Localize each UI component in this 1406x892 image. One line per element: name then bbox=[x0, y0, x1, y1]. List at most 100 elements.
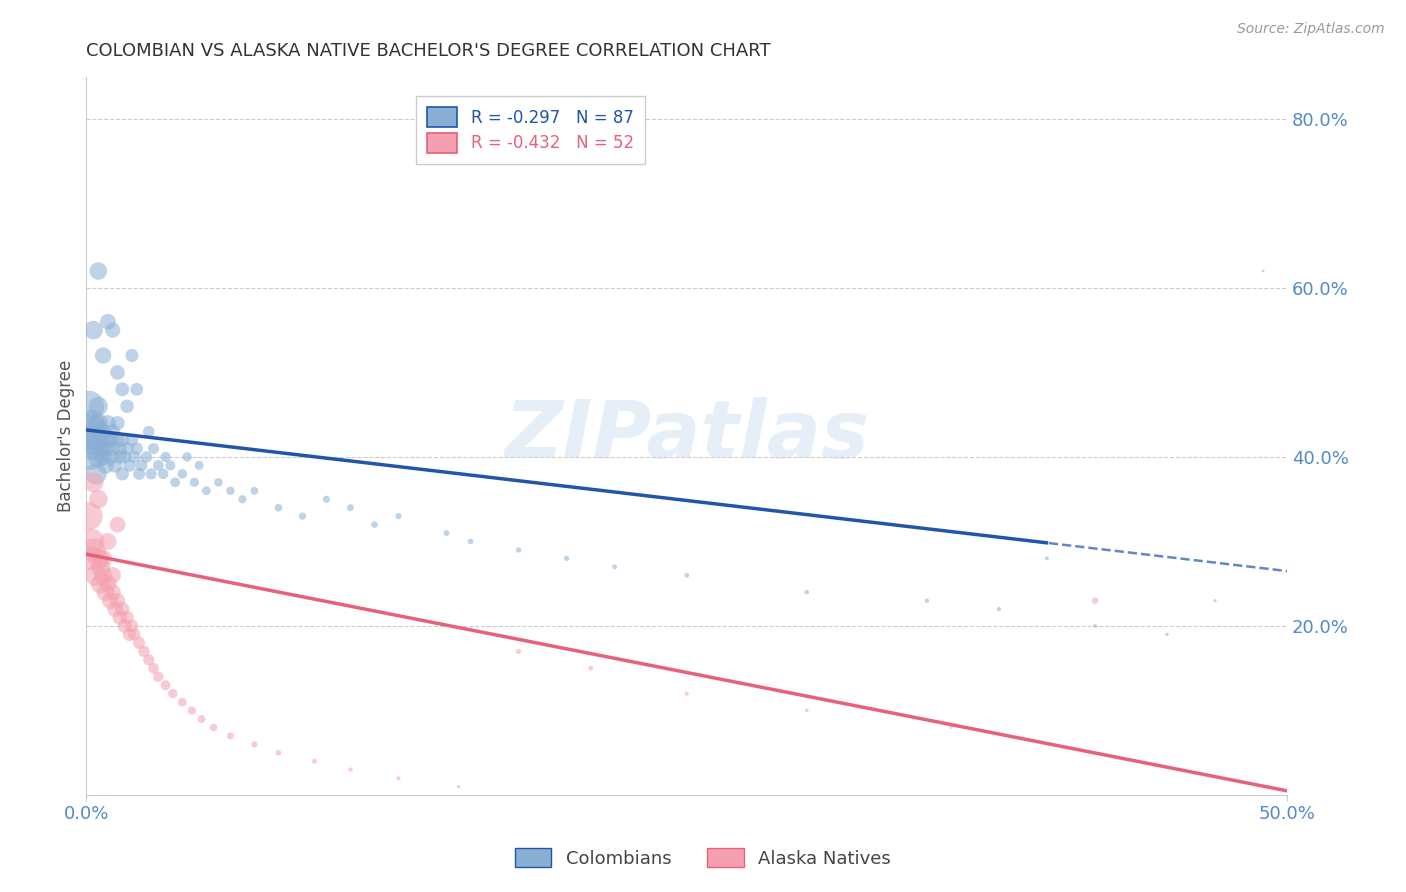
Point bbox=[1036, 551, 1059, 566]
Point bbox=[508, 644, 530, 658]
Point bbox=[90, 559, 112, 574]
Point bbox=[80, 416, 103, 430]
Point bbox=[87, 551, 110, 566]
Point bbox=[107, 416, 129, 430]
Point bbox=[152, 467, 174, 481]
Point bbox=[142, 661, 165, 675]
Point bbox=[87, 416, 110, 430]
Point bbox=[114, 619, 136, 633]
Point bbox=[231, 492, 253, 507]
Point bbox=[195, 483, 218, 498]
Point bbox=[188, 458, 211, 473]
Point bbox=[77, 509, 100, 524]
Point bbox=[579, 661, 602, 675]
Point bbox=[91, 349, 114, 363]
Point bbox=[91, 568, 114, 582]
Point bbox=[1156, 627, 1178, 641]
Point bbox=[84, 433, 107, 447]
Point bbox=[80, 551, 103, 566]
Point bbox=[94, 585, 117, 599]
Point bbox=[111, 602, 134, 616]
Point bbox=[107, 593, 129, 607]
Point bbox=[139, 467, 162, 481]
Point bbox=[267, 500, 290, 515]
Point bbox=[104, 458, 127, 473]
Point bbox=[460, 534, 482, 549]
Point bbox=[796, 585, 818, 599]
Point bbox=[108, 442, 131, 456]
Point bbox=[80, 433, 103, 447]
Point bbox=[91, 551, 114, 566]
Point bbox=[125, 382, 148, 396]
Point bbox=[124, 450, 146, 464]
Point bbox=[176, 450, 198, 464]
Legend: Colombians, Alaska Natives: Colombians, Alaska Natives bbox=[505, 838, 901, 879]
Point bbox=[243, 483, 266, 498]
Point bbox=[84, 568, 107, 582]
Point bbox=[138, 653, 160, 667]
Point bbox=[796, 704, 818, 718]
Point bbox=[118, 627, 141, 641]
Point bbox=[90, 433, 112, 447]
Point bbox=[97, 315, 120, 329]
Point bbox=[124, 627, 146, 641]
Point bbox=[115, 610, 138, 624]
Point bbox=[115, 399, 138, 413]
Point bbox=[107, 433, 129, 447]
Point bbox=[98, 593, 121, 607]
Point bbox=[339, 763, 361, 777]
Point bbox=[77, 399, 100, 413]
Point bbox=[87, 264, 110, 278]
Point bbox=[159, 458, 181, 473]
Point bbox=[291, 509, 314, 524]
Point bbox=[98, 433, 121, 447]
Point bbox=[108, 610, 131, 624]
Point bbox=[447, 780, 470, 794]
Point bbox=[339, 500, 361, 515]
Point bbox=[675, 687, 697, 701]
Point bbox=[87, 450, 110, 464]
Point bbox=[155, 678, 177, 692]
Point bbox=[108, 450, 131, 464]
Point bbox=[87, 492, 110, 507]
Point bbox=[1251, 264, 1274, 278]
Point bbox=[82, 475, 104, 490]
Point bbox=[94, 442, 117, 456]
Point bbox=[84, 467, 107, 481]
Point bbox=[131, 458, 153, 473]
Point bbox=[97, 534, 120, 549]
Point bbox=[138, 425, 160, 439]
Point bbox=[101, 323, 124, 337]
Point bbox=[128, 467, 150, 481]
Point bbox=[675, 568, 697, 582]
Point bbox=[121, 433, 143, 447]
Point bbox=[603, 559, 626, 574]
Point bbox=[101, 585, 124, 599]
Point bbox=[97, 416, 120, 430]
Point bbox=[172, 695, 194, 709]
Point bbox=[111, 467, 134, 481]
Point bbox=[90, 576, 112, 591]
Point bbox=[115, 442, 138, 456]
Point bbox=[125, 442, 148, 456]
Point bbox=[121, 349, 143, 363]
Point bbox=[304, 754, 326, 768]
Point bbox=[77, 425, 100, 439]
Text: Source: ZipAtlas.com: Source: ZipAtlas.com bbox=[1237, 22, 1385, 37]
Point bbox=[190, 712, 212, 726]
Point bbox=[1204, 593, 1226, 607]
Point bbox=[148, 458, 170, 473]
Point bbox=[118, 458, 141, 473]
Point bbox=[508, 543, 530, 558]
Point bbox=[243, 737, 266, 751]
Point bbox=[91, 425, 114, 439]
Text: ZIPatlas: ZIPatlas bbox=[505, 397, 869, 475]
Point bbox=[939, 721, 962, 735]
Point bbox=[107, 517, 129, 532]
Point bbox=[555, 551, 578, 566]
Point bbox=[111, 382, 134, 396]
Legend: R = -0.297   N = 87, R = -0.432   N = 52: R = -0.297 N = 87, R = -0.432 N = 52 bbox=[416, 95, 645, 164]
Point bbox=[155, 450, 177, 464]
Point bbox=[142, 442, 165, 456]
Point bbox=[135, 450, 157, 464]
